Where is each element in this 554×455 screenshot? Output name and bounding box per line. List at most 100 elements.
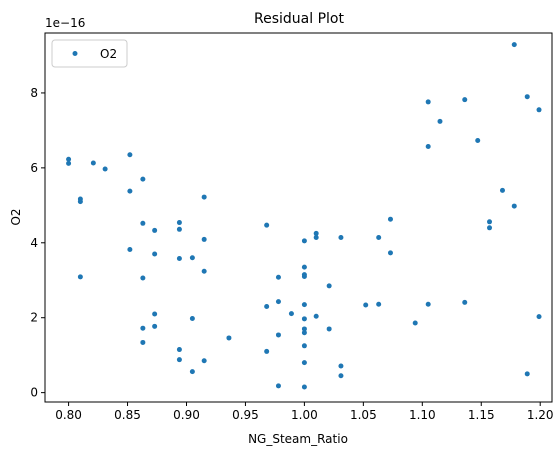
data-point <box>176 357 182 363</box>
data-point <box>301 316 307 322</box>
data-point <box>152 311 158 317</box>
data-point <box>127 152 133 158</box>
legend-label-o2: O2 <box>100 47 117 61</box>
data-point <box>189 315 195 321</box>
data-point <box>499 187 505 193</box>
data-point <box>288 311 294 317</box>
data-point <box>102 166 108 172</box>
data-point <box>326 283 332 289</box>
data-point <box>536 314 542 320</box>
data-point <box>301 384 307 390</box>
data-point <box>437 118 443 124</box>
data-point <box>301 264 307 270</box>
data-point <box>301 302 307 308</box>
data-point <box>201 268 207 274</box>
legend-box <box>51 39 128 68</box>
x-tick-label: 1.10 <box>409 408 436 422</box>
data-point <box>462 97 468 103</box>
y-axis-ticks: 0 2 4 6 8 <box>30 86 45 400</box>
data-point <box>338 373 344 379</box>
data-point <box>152 227 158 233</box>
y-tick-label: 0 <box>30 386 38 400</box>
x-tick-label: 1.05 <box>350 408 377 422</box>
data-point <box>90 160 96 166</box>
data-point <box>313 235 319 241</box>
legend-marker <box>72 51 78 56</box>
data-point <box>376 301 382 307</box>
x-axis-label: NG_Steam_Ratio <box>248 432 348 446</box>
data-point <box>313 230 319 236</box>
data-point <box>189 255 195 261</box>
data-point <box>127 247 133 253</box>
data-point <box>524 94 530 100</box>
data-point <box>475 138 481 144</box>
data-point <box>536 107 542 113</box>
data-point <box>313 313 319 319</box>
data-point <box>201 236 207 242</box>
data-point <box>511 42 517 48</box>
data-point <box>140 275 146 281</box>
y-tick-label: 4 <box>30 236 38 250</box>
legend: O2 <box>51 39 128 68</box>
data-point <box>363 302 369 308</box>
data-point <box>487 225 493 231</box>
scatter-points <box>66 42 542 390</box>
data-point <box>66 156 72 162</box>
data-point <box>176 226 182 232</box>
data-point <box>264 348 270 354</box>
data-point <box>387 250 393 256</box>
data-point <box>376 235 382 241</box>
data-point <box>275 383 281 389</box>
data-point <box>264 303 270 309</box>
y-tick-label: 6 <box>30 161 38 175</box>
data-point <box>176 256 182 262</box>
data-point <box>77 274 83 280</box>
data-point <box>152 323 158 329</box>
x-tick-label: 0.95 <box>232 408 259 422</box>
data-point <box>301 274 307 279</box>
data-point <box>176 220 182 226</box>
data-point <box>301 360 307 366</box>
data-point <box>301 326 307 332</box>
data-point <box>338 235 344 241</box>
data-point <box>425 301 431 307</box>
x-axis-ticks: 0.80 0.85 0.90 0.95 1.00 1.05 1.10 1.15 1.20 <box>55 402 554 422</box>
data-point <box>487 219 493 225</box>
y-axis-offset-label: 1e−16 <box>45 16 85 30</box>
y-axis-label: O2 <box>9 208 23 225</box>
data-point <box>412 320 418 326</box>
data-point <box>326 326 332 332</box>
x-tick-label: 0.90 <box>173 408 200 422</box>
data-point <box>152 251 158 257</box>
data-point <box>127 188 133 194</box>
data-point <box>275 332 281 338</box>
data-point <box>66 160 72 166</box>
data-point <box>176 347 182 353</box>
data-point <box>189 369 195 375</box>
data-point <box>140 220 146 226</box>
y-tick-label: 2 <box>30 311 38 325</box>
data-point <box>425 99 431 105</box>
x-tick-label: 1.15 <box>468 408 495 422</box>
x-tick-label: 0.80 <box>55 408 82 422</box>
data-point <box>301 343 307 349</box>
y-tick-label: 8 <box>30 86 38 100</box>
data-point <box>226 335 232 341</box>
data-point <box>140 176 146 182</box>
data-point <box>425 144 431 150</box>
x-tick-label: 1.20 <box>527 408 554 422</box>
data-point <box>264 222 270 228</box>
data-point <box>387 216 393 222</box>
data-point <box>301 330 307 336</box>
data-point <box>201 194 207 200</box>
data-point <box>301 238 307 244</box>
x-tick-label: 0.85 <box>114 408 141 422</box>
x-tick-label: 1.00 <box>291 408 318 422</box>
data-point <box>77 199 83 205</box>
data-point <box>275 274 281 280</box>
chart-title: Residual Plot <box>254 11 344 27</box>
data-point <box>462 299 468 305</box>
data-point <box>524 371 530 377</box>
data-point <box>140 339 146 345</box>
